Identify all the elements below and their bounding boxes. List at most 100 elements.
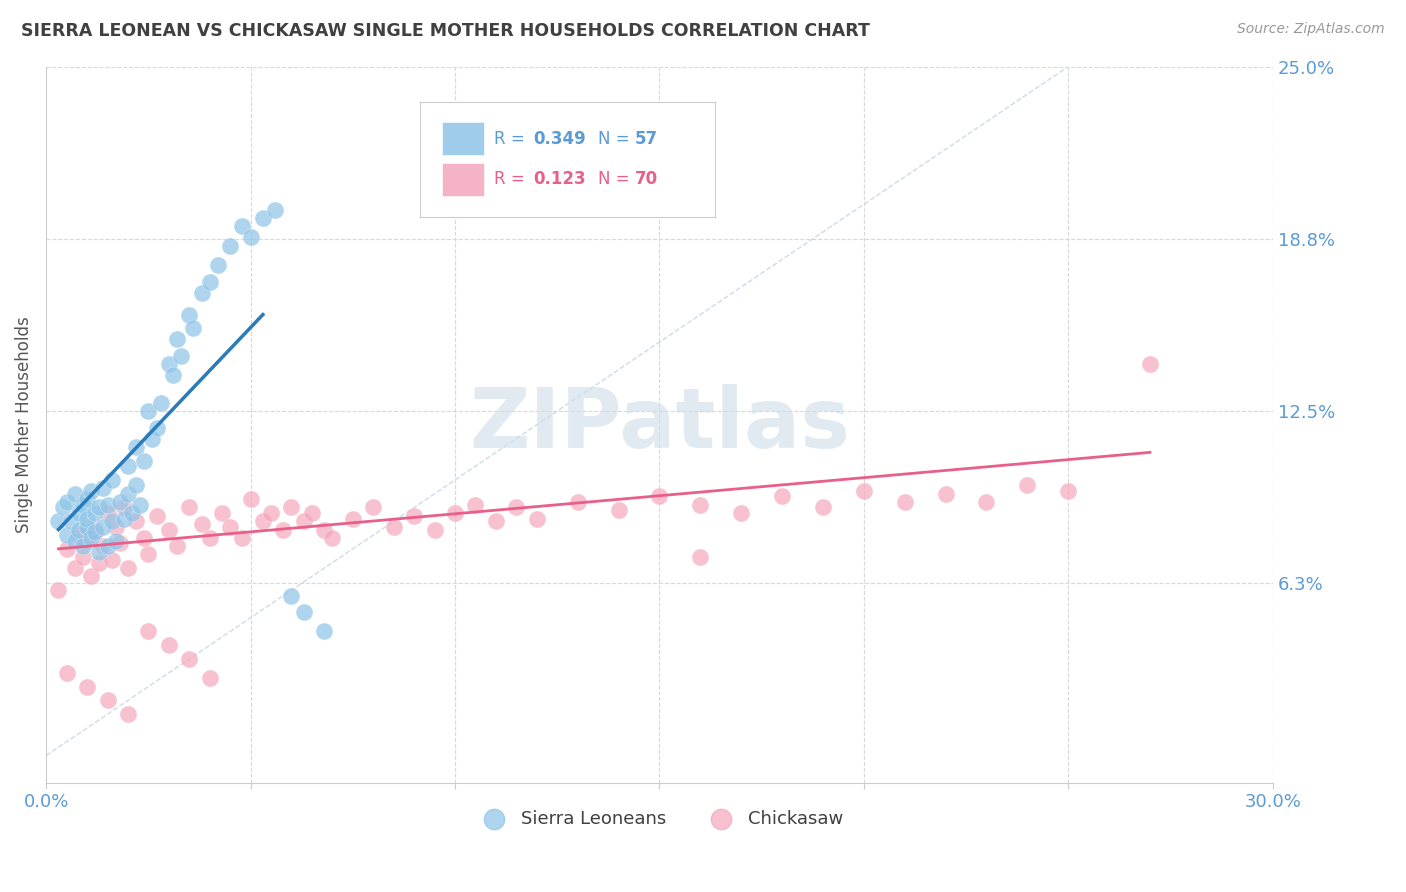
Point: [72, 550, 94, 565]
Point: [260, 506, 283, 520]
Point: [84, 506, 107, 520]
Point: [55, 541, 77, 556]
Point: [76, 520, 98, 534]
Point: [464, 498, 486, 512]
Point: [80, 569, 103, 583]
Point: [219, 520, 242, 534]
Point: [770, 490, 793, 504]
Point: [72, 539, 94, 553]
FancyBboxPatch shape: [420, 103, 714, 217]
Point: [129, 498, 152, 512]
Point: [100, 553, 122, 567]
Point: [166, 539, 188, 553]
Point: [145, 508, 167, 523]
Point: [117, 486, 139, 500]
Point: [198, 671, 221, 685]
Point: [252, 211, 274, 226]
Point: [93, 539, 115, 553]
Point: [485, 514, 508, 528]
Point: [157, 638, 180, 652]
Point: [138, 404, 160, 418]
Point: [96, 539, 118, 553]
Point: [423, 523, 446, 537]
Point: [321, 531, 343, 545]
Text: R =: R =: [494, 170, 530, 188]
Point: [314, 624, 336, 639]
Point: [292, 605, 315, 619]
Point: [117, 459, 139, 474]
Point: [55, 495, 77, 509]
Point: [76, 680, 98, 694]
Point: [63, 486, 86, 500]
Point: [89, 544, 111, 558]
Point: [100, 514, 122, 528]
Text: Source: ZipAtlas.com: Source: ZipAtlas.com: [1237, 22, 1385, 37]
Point: [207, 258, 229, 272]
Point: [125, 478, 148, 492]
Point: [96, 693, 118, 707]
Point: [893, 495, 915, 509]
Point: [84, 523, 107, 537]
Point: [1017, 478, 1039, 492]
Point: [149, 396, 172, 410]
Point: [112, 511, 135, 525]
Point: [134, 531, 156, 545]
Point: [301, 506, 323, 520]
Point: [134, 453, 156, 467]
Text: 57: 57: [636, 130, 658, 148]
Point: [157, 357, 180, 371]
Point: [121, 506, 143, 520]
Point: [382, 520, 405, 534]
Point: [55, 665, 77, 680]
Point: [198, 531, 221, 545]
Point: [183, 321, 205, 335]
Point: [231, 219, 253, 234]
Point: [96, 498, 118, 512]
Point: [567, 495, 589, 509]
Text: N =: N =: [598, 130, 636, 148]
FancyBboxPatch shape: [443, 122, 484, 155]
Point: [96, 506, 118, 520]
FancyBboxPatch shape: [443, 162, 484, 195]
Point: [190, 516, 212, 531]
Point: [125, 514, 148, 528]
Point: [104, 520, 127, 534]
Point: [239, 230, 262, 244]
Point: [811, 500, 834, 515]
Point: [231, 531, 253, 545]
Point: [239, 492, 262, 507]
Point: [1057, 483, 1080, 498]
Point: [108, 495, 131, 509]
Point: [93, 520, 115, 534]
Point: [80, 531, 103, 545]
Point: [170, 349, 193, 363]
Text: N =: N =: [598, 170, 636, 188]
Point: [271, 523, 294, 537]
Point: [190, 285, 212, 300]
Point: [280, 500, 302, 515]
Point: [141, 432, 163, 446]
Point: [292, 514, 315, 528]
Point: [264, 202, 287, 217]
Point: [162, 368, 184, 383]
Point: [67, 523, 90, 537]
Point: [138, 547, 160, 561]
Point: [219, 238, 242, 252]
Point: [138, 624, 160, 639]
Point: [1139, 357, 1161, 371]
Point: [935, 486, 957, 500]
Point: [125, 440, 148, 454]
Point: [211, 506, 233, 520]
Point: [145, 420, 167, 434]
Point: [84, 525, 107, 540]
Point: [166, 332, 188, 346]
Point: [108, 536, 131, 550]
Point: [63, 533, 86, 548]
Point: [89, 500, 111, 515]
Point: [179, 652, 201, 666]
Point: [63, 561, 86, 575]
Point: [59, 514, 82, 528]
Point: [93, 481, 115, 495]
Point: [689, 498, 711, 512]
Point: [404, 508, 426, 523]
